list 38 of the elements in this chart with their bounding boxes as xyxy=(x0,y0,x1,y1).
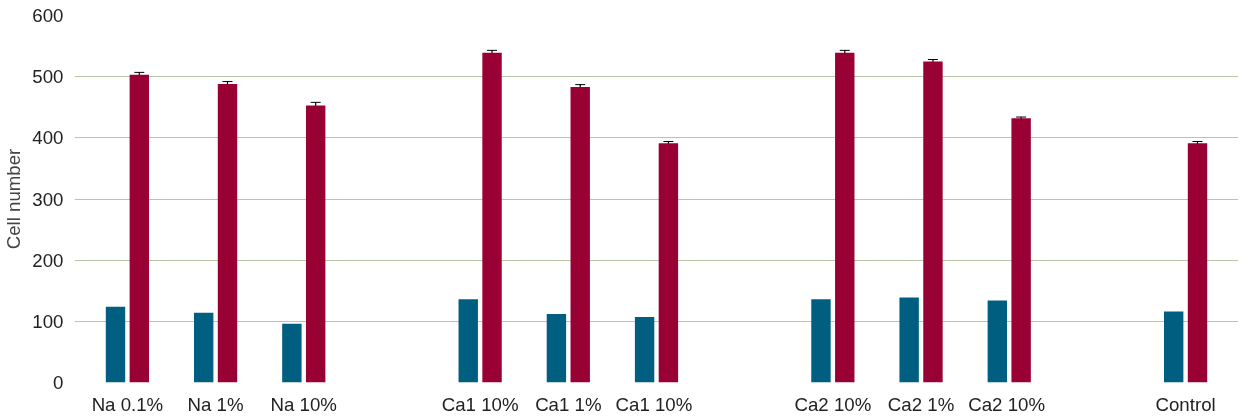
x-tick-label: Ca1 10% xyxy=(441,393,519,415)
bar xyxy=(482,52,502,383)
bar xyxy=(458,299,478,383)
bar xyxy=(193,312,214,383)
y-tick-label: 100 xyxy=(32,310,64,332)
bar xyxy=(217,84,238,383)
bar xyxy=(923,61,943,383)
bar xyxy=(282,323,302,383)
bar xyxy=(546,313,567,383)
bar xyxy=(634,317,655,383)
bar xyxy=(305,105,326,383)
x-tick-label: Ca2 10% xyxy=(794,393,872,415)
x-tick-label: Na 1% xyxy=(187,393,244,415)
x-tick-label: Ca1 10% xyxy=(615,393,693,415)
x-tick-label: Control xyxy=(1155,393,1216,415)
x-tick-label: Na 0.1% xyxy=(91,393,164,415)
y-tick-label: 0 xyxy=(53,372,64,393)
bar xyxy=(658,143,679,383)
y-tick-label: 200 xyxy=(32,249,64,271)
y-tick-label: 500 xyxy=(32,66,64,88)
x-tick-label: Ca1 1% xyxy=(535,393,602,415)
x-tick-label: Ca2 10% xyxy=(968,393,1046,415)
y-axis-title: Cell number xyxy=(3,148,25,250)
y-tick-label: 600 xyxy=(32,5,64,26)
bar xyxy=(1187,143,1208,383)
bar xyxy=(899,297,919,383)
x-tick-label: Ca2 1% xyxy=(887,393,955,415)
bar xyxy=(987,300,1008,383)
bar xyxy=(1163,311,1184,383)
bar xyxy=(570,87,590,383)
bar xyxy=(1011,118,1031,383)
y-tick-label: 400 xyxy=(32,127,64,149)
bar xyxy=(105,306,126,383)
bar xyxy=(129,74,150,383)
x-tick-label: Na 10% xyxy=(270,393,337,415)
bar xyxy=(811,299,831,383)
bar xyxy=(835,52,855,383)
y-tick-label: 300 xyxy=(32,188,64,210)
